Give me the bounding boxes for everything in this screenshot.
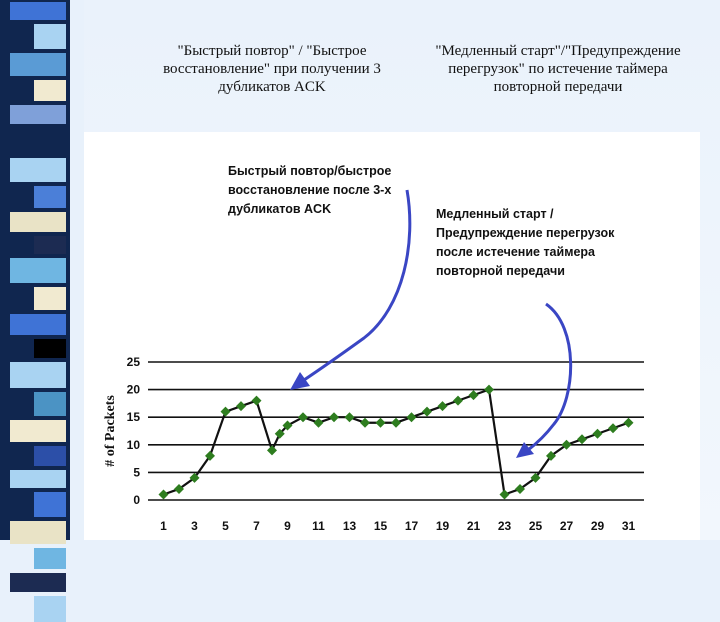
data-point	[298, 412, 308, 423]
data-point	[561, 439, 572, 450]
data-point	[189, 472, 200, 483]
y-tick-label: 25	[127, 355, 141, 369]
data-point	[453, 395, 463, 406]
decorative-stripe	[34, 392, 66, 416]
decorative-stripe	[34, 24, 66, 49]
x-tick-label: 11	[312, 519, 325, 533]
decorative-stripe	[34, 186, 66, 208]
data-point	[205, 450, 215, 461]
y-tick-label: 5	[133, 465, 140, 479]
data-markers	[158, 384, 634, 500]
decorative-stripe	[34, 287, 66, 310]
annotation-timeout: Медленный старт / Предупреждение перегру…	[436, 207, 615, 278]
data-point	[174, 483, 184, 494]
annotation-arrows	[290, 189, 573, 458]
y-axis-title: # of Packets	[103, 395, 118, 467]
x-tick-labels: 1 3 5 7 9 11 13 15 17 19 21 23 25 27 29 31	[160, 519, 635, 533]
decorative-stripe	[34, 128, 66, 154]
data-point	[375, 417, 386, 428]
decorative-stripe	[10, 420, 66, 442]
data-point	[282, 420, 293, 431]
x-tick-label: 5	[222, 519, 229, 533]
heading-slow-start: "Медленный старт"/"Предупреждение перегр…	[435, 43, 681, 95]
data-point	[422, 406, 432, 417]
x-tick-label: 1	[160, 519, 167, 533]
decorative-stripe	[10, 314, 66, 335]
data-point	[391, 417, 401, 428]
x-tick-label: 17	[405, 519, 419, 533]
series-line	[163, 388, 629, 496]
decorative-stripe	[34, 596, 66, 622]
x-tick-label: 7	[253, 519, 260, 533]
data-point	[530, 472, 541, 483]
data-point	[267, 445, 277, 456]
arrowhead-fast-recovery	[290, 372, 310, 390]
decorative-stripe	[34, 492, 66, 517]
decorative-stripe	[10, 158, 66, 182]
decorative-stripe	[10, 212, 66, 232]
decorative-stripe	[10, 53, 66, 76]
data-point	[220, 406, 231, 417]
y-tick-label: 0	[133, 493, 140, 507]
data-point	[360, 417, 370, 428]
data-point	[515, 483, 525, 494]
y-tick-labels: 0 5 10 15 20 25	[127, 355, 141, 507]
decorative-stripe	[10, 258, 66, 283]
arrowhead-timeout	[516, 442, 534, 458]
heading-fast-retransmit: "Быстрый повтор" / "Быстрое восстановлен…	[163, 43, 381, 95]
x-tick-label: 13	[343, 519, 357, 533]
decorative-stripe	[10, 573, 66, 592]
x-tick-label: 27	[560, 519, 574, 533]
data-point	[577, 434, 587, 445]
data-point	[236, 401, 246, 412]
data-point	[313, 417, 324, 428]
data-point	[608, 423, 618, 434]
x-tick-label: 25	[529, 519, 543, 533]
data-point	[437, 401, 448, 412]
y-tick-label: 10	[127, 438, 141, 452]
decorative-stripe	[10, 521, 66, 544]
grid-lines	[148, 361, 644, 501]
y-tick-label: 20	[127, 383, 141, 397]
decorative-stripe	[34, 236, 66, 254]
data-point	[623, 417, 634, 428]
annotation-fast-recovery: Быстрый повтор/быстрое восстановление по…	[228, 164, 392, 216]
decorative-stripe	[10, 2, 66, 20]
x-tick-label: 31	[622, 519, 636, 533]
x-tick-label: 23	[498, 519, 512, 533]
decorative-stripe	[10, 105, 66, 124]
decorative-stripe	[34, 446, 66, 466]
decorative-stripe	[34, 548, 66, 569]
decorative-stripe	[10, 362, 66, 388]
arrow-timeout	[527, 302, 573, 452]
data-point	[484, 384, 494, 395]
x-tick-label: 29	[591, 519, 605, 533]
data-point	[406, 412, 417, 423]
decorative-stripe	[34, 80, 66, 101]
data-point	[329, 412, 339, 423]
x-tick-label: 19	[436, 519, 450, 533]
arrow-fast-recovery	[303, 189, 412, 382]
x-tick-label: 9	[284, 519, 291, 533]
decorative-stripe	[10, 470, 66, 488]
x-tick-label: 3	[191, 519, 198, 533]
data-point	[344, 412, 355, 423]
data-point	[592, 428, 603, 439]
decorative-stripe	[34, 339, 66, 358]
data-point	[499, 489, 510, 500]
y-tick-label: 15	[127, 410, 141, 424]
data-point	[546, 450, 556, 461]
decorative-stripe-bar	[0, 0, 70, 622]
x-tick-label: 15	[374, 519, 388, 533]
data-point	[158, 489, 169, 500]
data-point	[274, 428, 285, 439]
data-point	[468, 390, 479, 401]
x-tick-label: 21	[467, 519, 481, 533]
data-point	[251, 395, 262, 406]
